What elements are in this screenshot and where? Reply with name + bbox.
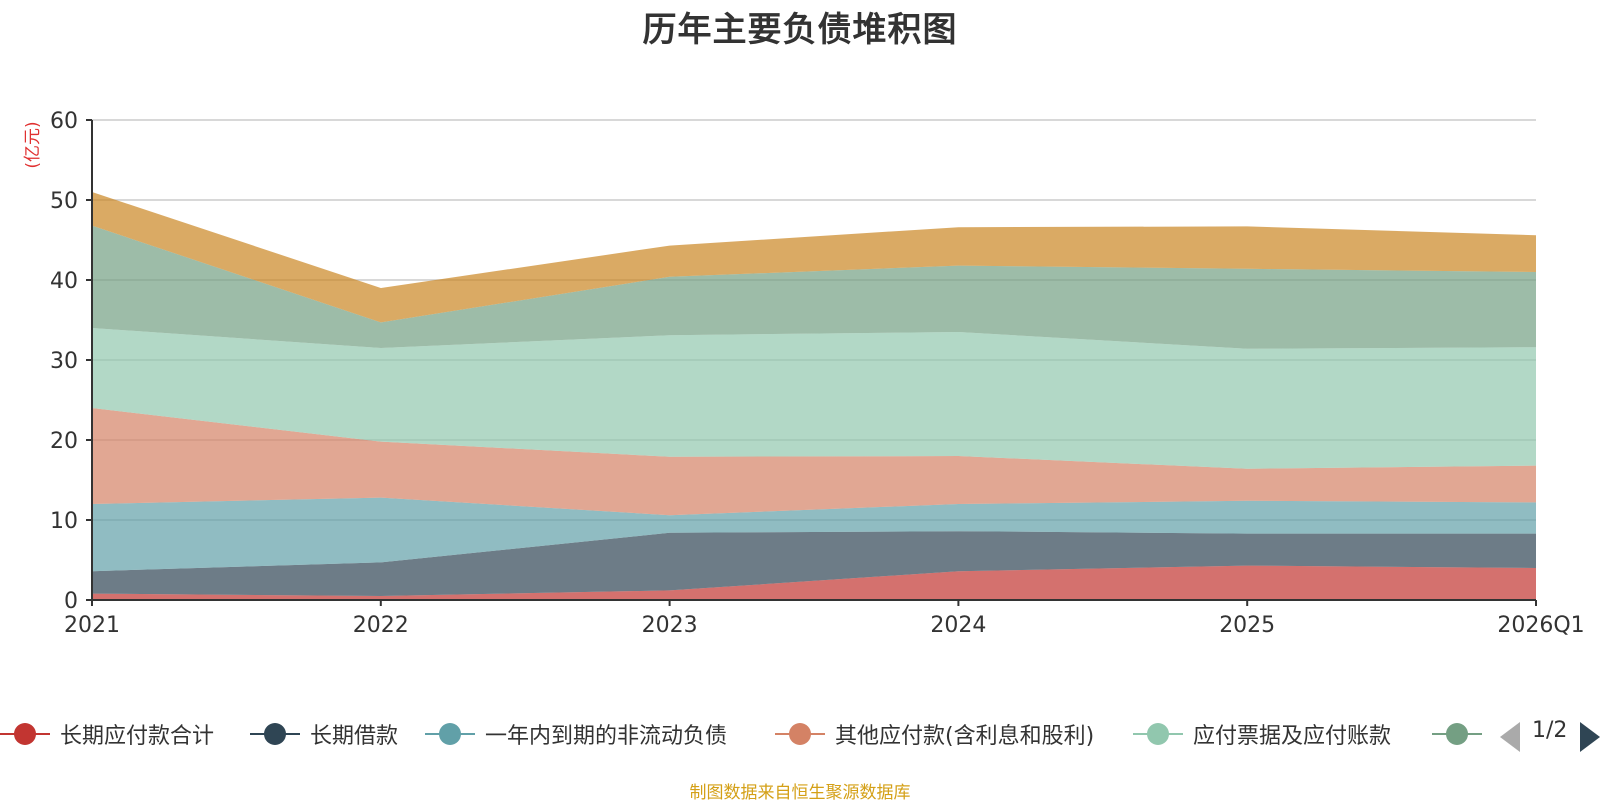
legend-item[interactable]: 长期借款 bbox=[250, 716, 398, 752]
legend-next-page-button[interactable] bbox=[1580, 722, 1600, 752]
chart-title: 历年主要负债堆积图 bbox=[642, 10, 958, 50]
x-tick-label: 2025 bbox=[1219, 613, 1275, 638]
x-tick-label: 2023 bbox=[642, 613, 698, 638]
legend-marker-icon bbox=[1432, 716, 1482, 752]
legend-item[interactable]: 其他应付款(含利息和股利) bbox=[775, 716, 1094, 752]
y-tick-label: 20 bbox=[50, 429, 78, 454]
legend-marker-icon bbox=[1133, 716, 1183, 752]
y-tick-label: 40 bbox=[50, 269, 78, 294]
area-series-1[interactable] bbox=[92, 565, 1536, 600]
legend-marker-icon bbox=[425, 716, 475, 752]
legend-marker-icon bbox=[0, 716, 50, 752]
source-note: 制图数据来自恒生聚源数据库 bbox=[689, 783, 911, 803]
y-tick-label: 0 bbox=[64, 589, 78, 614]
legend-page-indicator: 1/2 bbox=[1532, 718, 1568, 743]
area-series-2[interactable] bbox=[92, 531, 1536, 596]
x-tick-label: 2021 bbox=[64, 613, 120, 638]
legend-item[interactable] bbox=[1432, 716, 1482, 752]
y-tick-label: 30 bbox=[50, 349, 78, 374]
legend-item[interactable]: 一年内到期的非流动负债 bbox=[425, 716, 727, 752]
legend-marker-icon bbox=[250, 716, 300, 752]
legend-prev-page-button[interactable] bbox=[1500, 722, 1520, 752]
y-tick-label: 10 bbox=[50, 509, 78, 534]
legend-label: 长期应付款合计 bbox=[60, 724, 215, 749]
y-axis-unit-label: (亿元) bbox=[23, 121, 43, 168]
legend: 长期应付款合计 长期借款 一年内到期的非流动负债 其他应付款(含利息和股利) 应付票据及… bbox=[0, 716, 1600, 752]
legend-label: 一年内到期的非流动负债 bbox=[485, 724, 728, 749]
legend-pager: 1/2 bbox=[1500, 716, 1600, 752]
x-tick-label: 2022 bbox=[353, 613, 409, 638]
axes: 0 10 20 30 40 50 60 2021 2022 2023 2024 2025 2026Q1 bbox=[50, 109, 1585, 638]
legend-label: 长期借款 bbox=[310, 724, 399, 749]
area-series-7[interactable] bbox=[92, 192, 1536, 323]
area-series-4[interactable] bbox=[92, 408, 1536, 516]
legend-label: 其他应付款(含利息和股利) bbox=[835, 724, 1095, 749]
y-tick-label: 50 bbox=[50, 189, 78, 214]
legend-marker-icon bbox=[775, 716, 825, 752]
legend-label: 应付票据及应付账款 bbox=[1193, 724, 1392, 749]
y-tick-label: 60 bbox=[50, 109, 78, 134]
area-series-6[interactable] bbox=[92, 225, 1536, 349]
area-series-5[interactable] bbox=[92, 328, 1536, 469]
x-tick-label: 2026Q1 bbox=[1497, 613, 1584, 638]
stacked-areas bbox=[92, 192, 1536, 600]
legend-item[interactable]: 应付票据及应付账款 bbox=[1133, 716, 1391, 752]
legend-item[interactable]: 长期应付款合计 bbox=[0, 716, 214, 752]
x-tick-label: 2024 bbox=[930, 613, 986, 638]
area-series-3[interactable] bbox=[92, 497, 1536, 572]
